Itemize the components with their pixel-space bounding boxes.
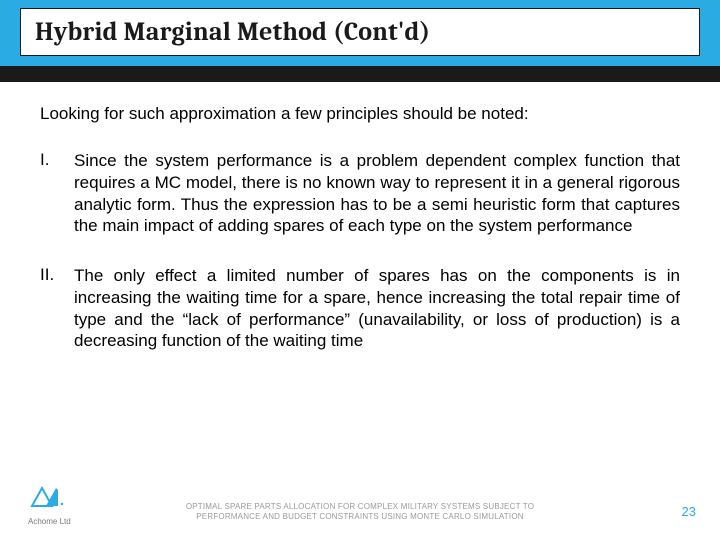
slide: Hybrid Marginal Method (Cont'd) Looking …	[0, 0, 720, 540]
divider-strip	[0, 66, 720, 82]
title-box: Hybrid Marginal Method (Cont'd)	[20, 8, 700, 56]
item-marker: I.	[40, 150, 74, 237]
logo-icon	[28, 484, 68, 510]
intro-text: Looking for such approximation a few pri…	[40, 104, 680, 124]
footer-caption: OPTIMAL SPARE PARTS ALLOCATION FOR COMPL…	[160, 502, 560, 522]
footer-line2: PERFORMANCE AND BUDGET CONSTRAINTS USING…	[196, 512, 523, 521]
footer: Achome Ltd OPTIMAL SPARE PARTS ALLOCATIO…	[0, 488, 720, 532]
list-item: II. The only effect a limited number of …	[40, 265, 680, 352]
footer-line1: OPTIMAL SPARE PARTS ALLOCATION FOR COMPL…	[186, 502, 534, 511]
item-body: The only effect a limited number of spar…	[74, 265, 680, 352]
page-number: 23	[682, 504, 696, 519]
item-body: Since the system performance is a proble…	[74, 150, 680, 237]
slide-title: Hybrid Marginal Method (Cont'd)	[35, 17, 430, 47]
item-marker: II.	[40, 265, 74, 352]
content-area: Looking for such approximation a few pri…	[40, 104, 680, 380]
company-logo: Achome Ltd	[28, 484, 98, 524]
list-item: I. Since the system performance is a pro…	[40, 150, 680, 237]
principles-list: I. Since the system performance is a pro…	[40, 150, 680, 352]
logo-label: Achome Ltd	[28, 517, 98, 526]
